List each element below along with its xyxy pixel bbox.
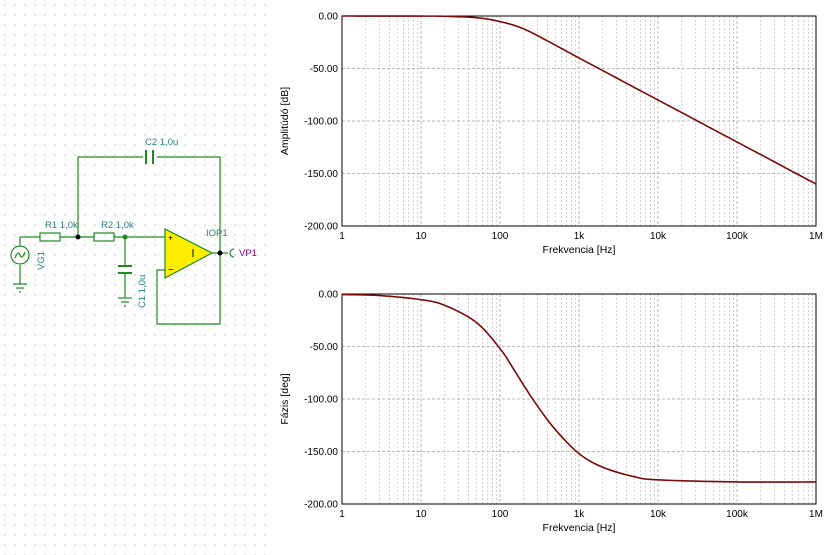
feedback-wire: [77, 156, 221, 253]
c2-label: C2 1,0u: [145, 137, 178, 148]
phase-y-tick-label: 0.00: [319, 290, 339, 301]
phase-plot: 0.00 -50.00 -100.00 -150.00 -200.001 10 100 1k 1…: [279, 290, 823, 535]
opamp-triangle: [164, 228, 214, 279]
amplitude-x-tick-label: 10: [415, 231, 427, 242]
r2-resistor: [93, 232, 115, 242]
amplitude-y-tick-label: -50.00: [310, 64, 339, 75]
amplitude-y-tick-label: -150.00: [304, 169, 338, 180]
phase-series-line: [341, 293, 817, 483]
amplitude-chart: 0.00 -50.00 -100.00 -150.00 -200.00 1 10 100 1k 1…: [270, 0, 836, 278]
phase-y-tick-label: -100.00: [304, 395, 338, 406]
amplitude-x-tick-label: 10k: [650, 231, 667, 242]
vg1-source: [10, 245, 30, 265]
phase-y-tick-label: -200.00: [304, 500, 338, 511]
amplitude-x-tick-label: 1k: [574, 231, 586, 242]
phase-chart: 0.00 -50.00 -100.00 -150.00 -200.00 1 10 100 1k 1…: [270, 278, 836, 555]
phase-plot-frame: [341, 293, 817, 505]
vg1-wire: [19, 236, 30, 284]
phase-x-tick-label: 10k: [650, 509, 667, 520]
amplitude-y-tick-label: 0.00: [319, 12, 339, 23]
phase-y-tick-label: -150.00: [304, 447, 338, 458]
amplitude-x-tick-label: 100: [492, 231, 509, 242]
opamp-feedback-wire: [156, 253, 221, 325]
phase-y-tick-label: -50.00: [310, 342, 339, 353]
amplitude-y-tick-label: -100.00: [304, 117, 338, 128]
phase-y-axis-title: Fázis [deg]: [279, 373, 291, 424]
amplitude-x-tick-label: 1M: [809, 231, 823, 242]
phase-x-tick-label: 100: [492, 509, 509, 520]
r2-label: R2 1,0k: [101, 220, 134, 231]
amplitude-x-tick-label: 100k: [726, 231, 749, 242]
svg-text:+: +: [168, 233, 173, 243]
r1-label: R1 1,0k: [45, 220, 78, 231]
vp1-label: VP1: [239, 248, 257, 259]
amplitude-y-axis-title: Amplitúdó [dB]: [279, 87, 291, 155]
amplitude-plot: 0.00 -50.00 -100.00 -150.00 -200.001 10 100 1k 1…: [279, 12, 823, 257]
svg-text:−: −: [168, 265, 174, 276]
phase-x-tick-label: 100k: [726, 509, 749, 520]
iop1-label: IOP1: [206, 228, 228, 239]
r1-resistor: [39, 232, 61, 242]
amplitude-series-line: [342, 15, 817, 185]
phase-x-tick-label: 1k: [574, 509, 586, 520]
phase-major-grid: [342, 294, 816, 504]
phase-x-tick-label: 10: [415, 509, 427, 520]
amplitude-plot-frame: [341, 15, 817, 227]
amplitude-major-grid: [342, 16, 816, 226]
amplitude-y-tick-label: -200.00: [304, 222, 338, 233]
phase-x-tick-label: 1M: [809, 509, 823, 520]
c1-label: C1 1,0u: [137, 275, 148, 308]
schematic-drawing: + − C2 1,0u R1 1,0k R2 1,0k C1 1,0u VG1 …: [10, 137, 257, 325]
vp1-probe: [229, 248, 235, 258]
circuit-schematic: + − C2 1,0u R1 1,0k R2 1,0k C1 1,0u VG1 …: [0, 0, 270, 555]
phase-x-tick-label: 1: [339, 509, 345, 520]
amplitude-x-tick-label: 1: [339, 231, 345, 242]
vg1-label: VG1: [36, 251, 47, 270]
amplitude-x-axis-title: Frekvencia [Hz]: [543, 244, 616, 256]
phase-x-axis-title: Frekvencia [Hz]: [543, 522, 616, 534]
